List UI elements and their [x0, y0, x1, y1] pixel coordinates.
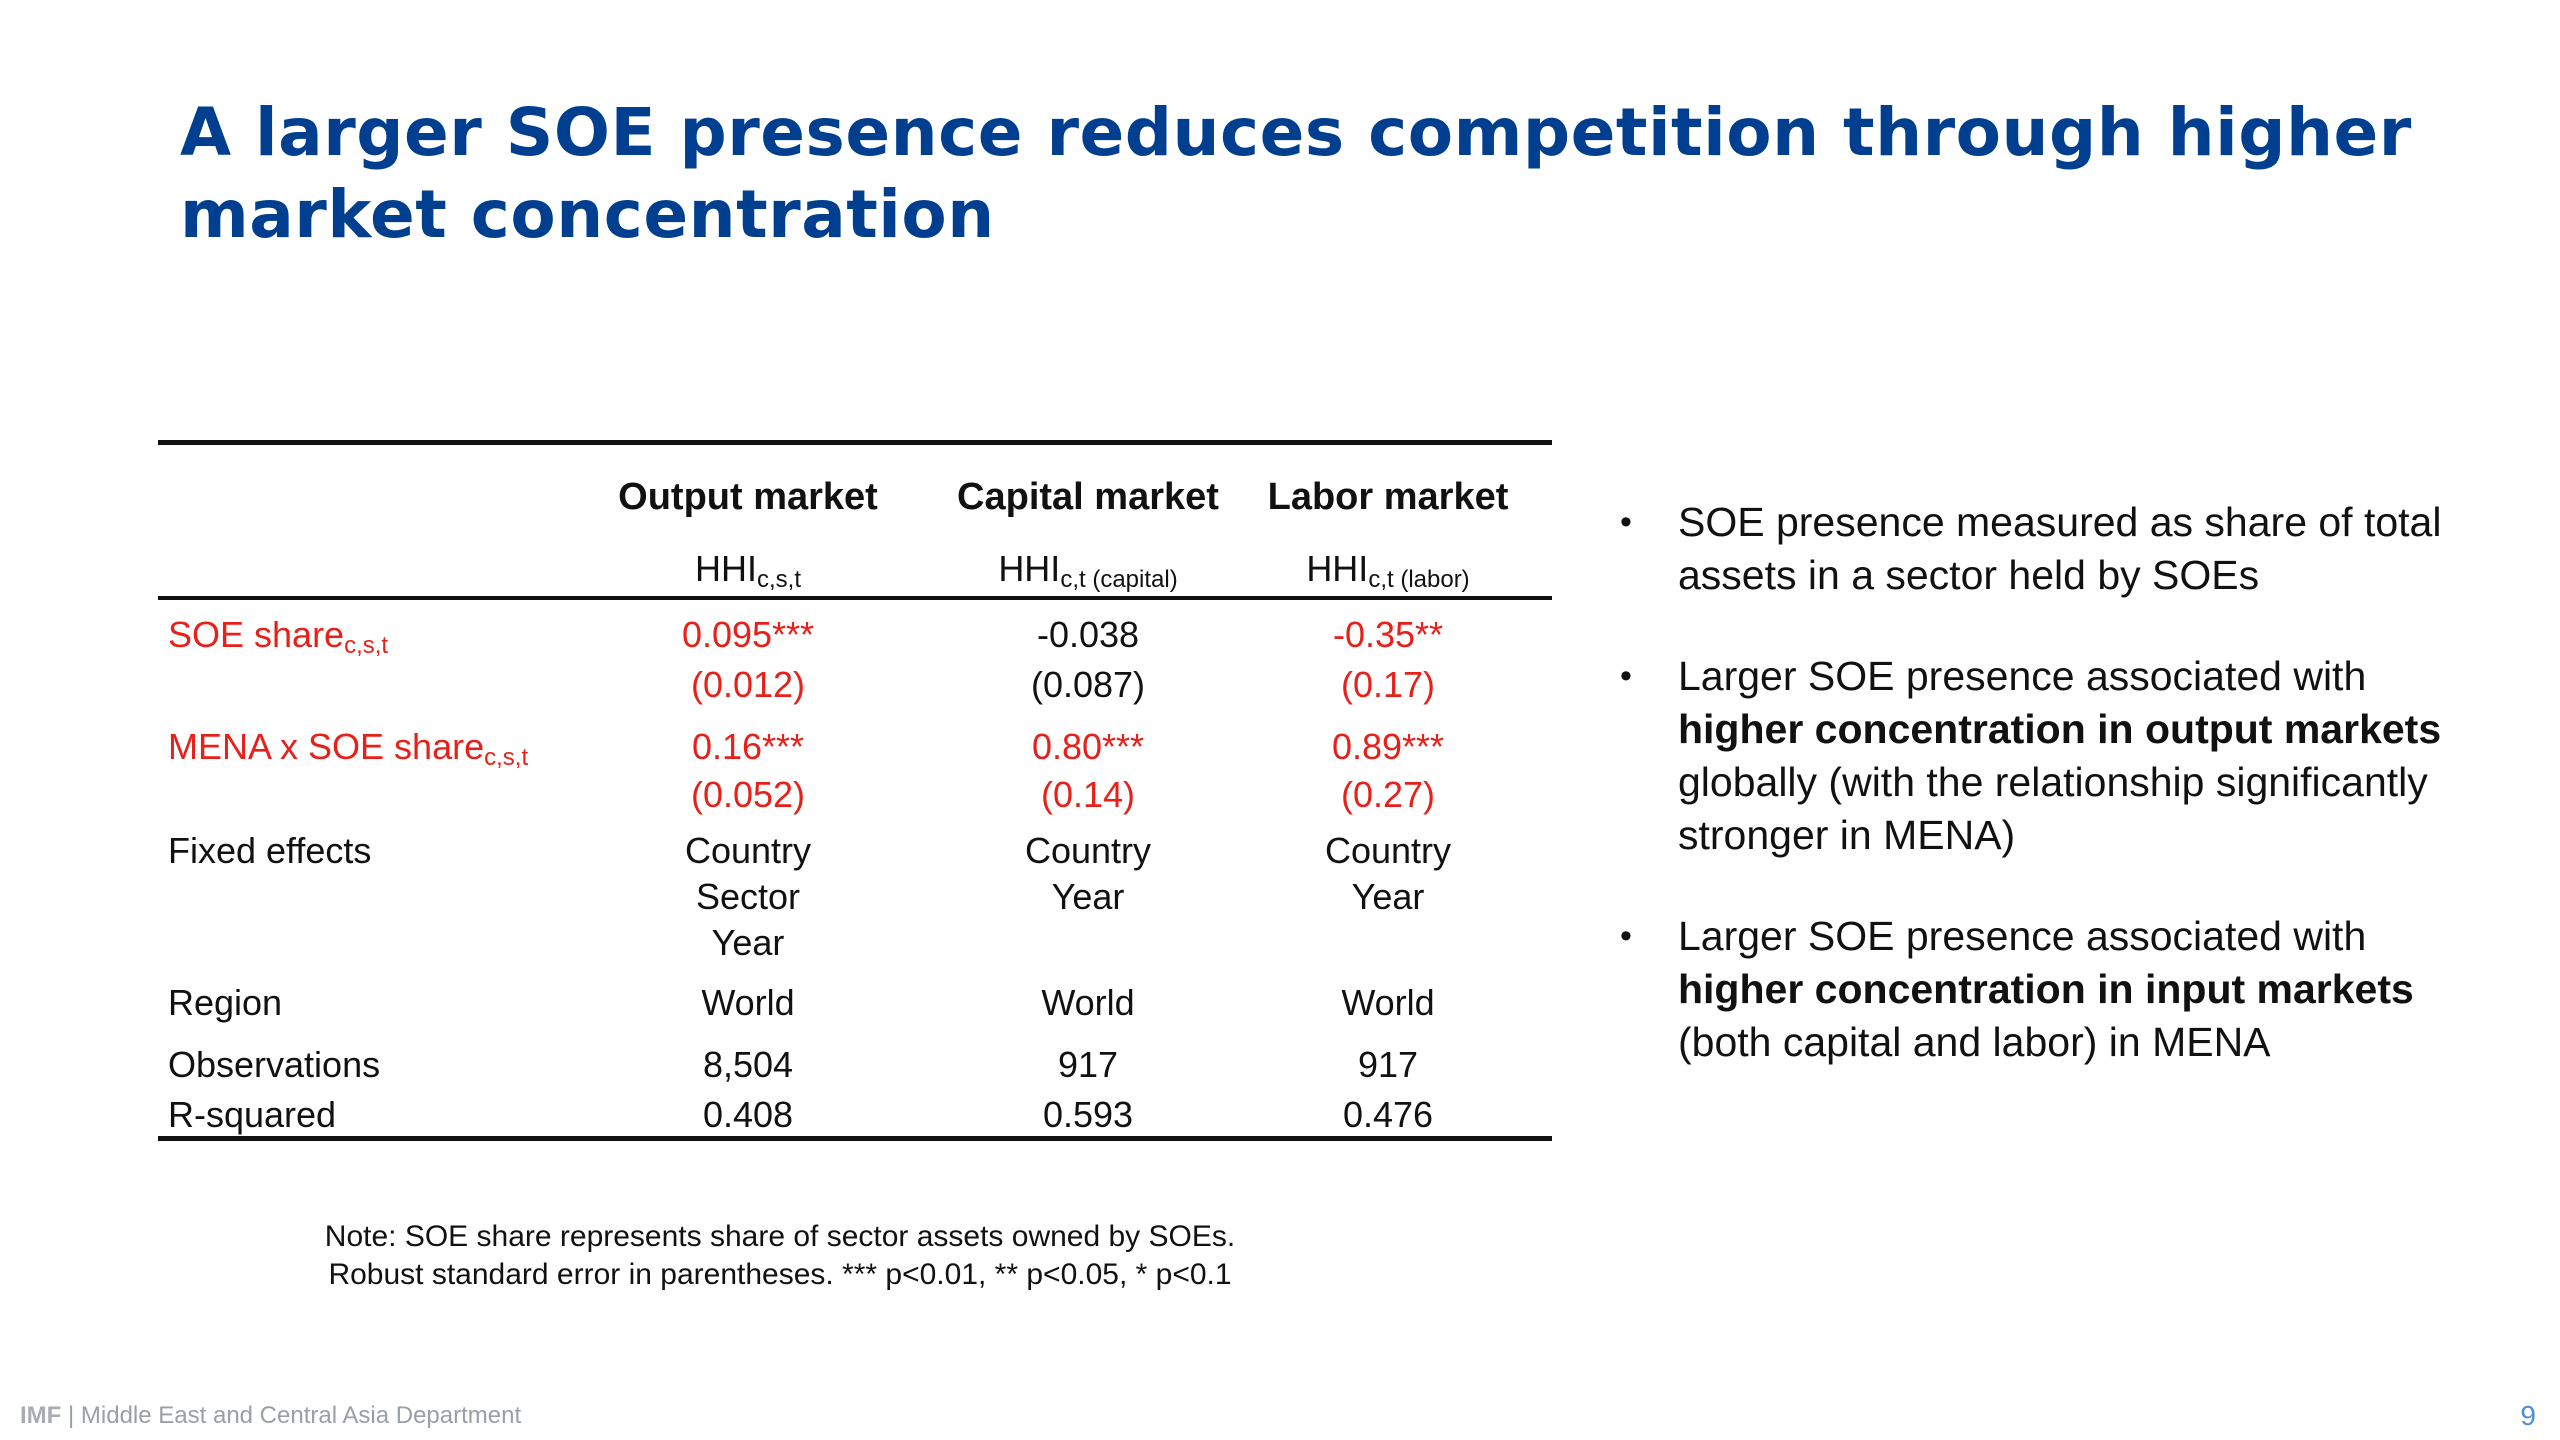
- soe-share-coef-output: 0.095***: [681, 614, 815, 655]
- mena-soe-coef-labor: 0.89***: [1331, 726, 1445, 767]
- bullet-item: • Larger SOE presence associated with hig…: [1612, 910, 2442, 1069]
- soe-share-se-output: (0.012): [690, 664, 806, 705]
- rsquared-labor: 0.476: [1342, 1094, 1434, 1135]
- region-label: Region: [168, 982, 283, 1023]
- bullet-item: • Larger SOE presence associated with hig…: [1612, 650, 2442, 862]
- mena-soe-se-output: (0.052): [690, 774, 806, 815]
- footer-separator: |: [61, 1402, 81, 1429]
- observations-row: Observations 8,504 917 917: [158, 1040, 1552, 1090]
- fe-capital-2: Year: [1051, 876, 1125, 917]
- bullet-dot: •: [1620, 657, 1632, 695]
- soe-share-label: SOE sharec,s,t: [168, 614, 389, 659]
- region-labor: World: [1341, 982, 1435, 1023]
- bullet-dot: •: [1620, 503, 1632, 541]
- depvar-output: HHIc,s,t: [694, 548, 801, 593]
- mena-soe-coef-row: MENA x SOE sharec,s,t 0.16*** 0.80*** 0.…: [158, 722, 1552, 772]
- col-header-output: Output market: [618, 476, 878, 518]
- rsquared-row: R-squared 0.408 0.593 0.476: [158, 1090, 1552, 1140]
- region-capital: World: [1041, 982, 1135, 1023]
- bullet-item: • SOE presence measured as share of total…: [1612, 496, 2442, 602]
- imf-brand: IMF: [20, 1402, 62, 1429]
- soe-share-se-capital: (0.087): [1030, 664, 1146, 705]
- depvar-labor: HHIc,t (labor): [1306, 548, 1470, 593]
- fixed-effects-row-2: Sector Year Year: [158, 872, 1552, 922]
- rsquared-capital: 0.593: [1042, 1094, 1134, 1135]
- soe-share-coef-labor: -0.35**: [1332, 614, 1444, 655]
- region-row: Region World World World: [158, 978, 1552, 1028]
- fe-output-1: Country: [684, 830, 812, 871]
- soe-share-coef-capital: -0.038: [1036, 614, 1140, 655]
- mena-soe-se-labor: (0.27): [1340, 774, 1436, 815]
- soe-share-se-row: (0.012) (0.087) (0.17): [158, 660, 1552, 710]
- fe-output-3: Year: [711, 922, 785, 963]
- fe-labor-1: Country: [1324, 830, 1452, 871]
- col-header-labor: Labor market: [1267, 476, 1509, 518]
- observations-output: 8,504: [702, 1044, 794, 1085]
- page-number: 9: [2520, 1400, 2536, 1431]
- mena-soe-coef-capital: 0.80***: [1031, 726, 1145, 767]
- rsquared-output: 0.408: [702, 1094, 794, 1135]
- observations-labor: 917: [1357, 1044, 1419, 1085]
- mena-soe-se-capital: (0.14): [1040, 774, 1136, 815]
- note-line-2: Robust standard error in parentheses. **…: [328, 1258, 1232, 1291]
- bullet-dot: •: [1620, 917, 1632, 955]
- note-line-1: Note: SOE share represents share of sect…: [324, 1220, 1236, 1253]
- slide-title: A larger SOE presence reduces competitio…: [180, 94, 2412, 253]
- footer: IMF | Middle East and Central Asia Depar…: [20, 1402, 521, 1430]
- observations-capital: 917: [1057, 1044, 1119, 1085]
- soe-share-coef-row: SOE sharec,s,t 0.095*** -0.038 -0.35**: [158, 610, 1552, 660]
- mena-soe-label: MENA x SOE sharec,s,t: [168, 726, 529, 771]
- fixed-effects-label: Fixed effects: [168, 830, 372, 871]
- table-note: Note: SOE share represents share of sect…: [300, 1218, 1260, 1294]
- fe-capital-1: Country: [1024, 830, 1152, 871]
- fixed-effects-row-3: Year: [158, 918, 1552, 968]
- mena-soe-coef-output: 0.16***: [691, 726, 805, 767]
- table-header-rule: [158, 596, 1552, 600]
- bullet-list: • SOE presence measured as share of total…: [1612, 496, 2442, 1117]
- region-output: World: [701, 982, 795, 1023]
- rsquared-label: R-squared: [168, 1094, 337, 1135]
- footer-department: Middle East and Central Asia Department: [80, 1402, 522, 1429]
- mena-soe-se-row: (0.052) (0.14) (0.27): [158, 770, 1552, 820]
- fe-labor-2: Year: [1351, 876, 1425, 917]
- col-header-capital: Capital market: [957, 476, 1219, 518]
- observations-label: Observations: [168, 1044, 381, 1085]
- table-depvar-row: HHIc,s,t HHIc,t (capital) HHIc,t (labor): [158, 544, 1552, 594]
- fixed-effects-row-1: Fixed effects Country Country Country: [158, 826, 1552, 876]
- soe-share-se-labor: (0.17): [1340, 664, 1436, 705]
- table-bottom-rule: [158, 1136, 1552, 1141]
- table-header-row: Output market Capital market Labor marke…: [158, 472, 1552, 522]
- depvar-capital: HHIc,t (capital): [998, 548, 1178, 593]
- fe-output-2: Sector: [695, 876, 801, 917]
- table-top-rule: [158, 440, 1552, 445]
